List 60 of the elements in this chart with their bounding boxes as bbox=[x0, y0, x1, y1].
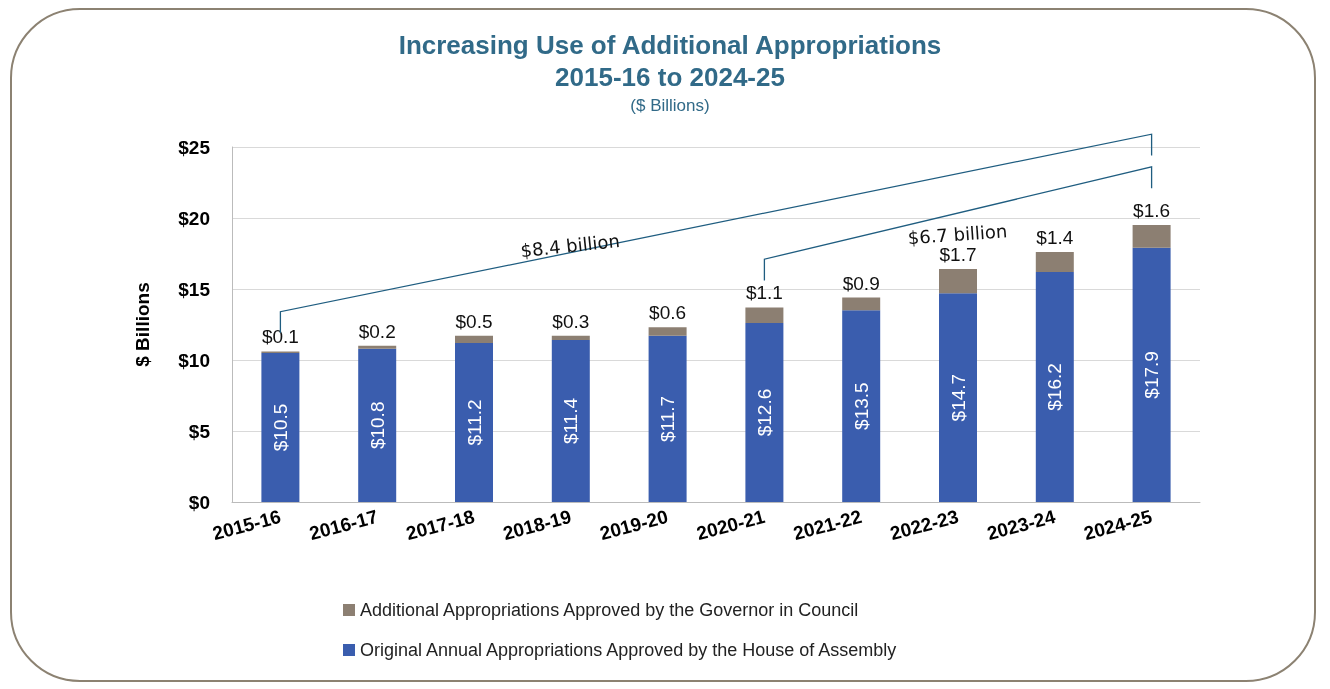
bar bbox=[1035, 271, 1074, 502]
bar bbox=[842, 310, 881, 502]
x-tick-label: 2024-25 bbox=[1081, 505, 1155, 545]
bar bbox=[1132, 225, 1171, 248]
y-tick-label: $20 bbox=[178, 207, 210, 229]
chart-subtitle: ($ Billions) bbox=[630, 96, 710, 115]
y-tick-label: $25 bbox=[178, 136, 211, 158]
data-label: $1.6 bbox=[1133, 200, 1171, 222]
x-tick-label: 2017-18 bbox=[403, 505, 477, 545]
y-axis-title: $ Billions bbox=[132, 282, 153, 367]
data-label: $12.6 bbox=[753, 388, 775, 437]
x-tick-label: 2015-16 bbox=[210, 505, 284, 545]
data-label: $11.4 bbox=[560, 397, 582, 445]
bar bbox=[1132, 247, 1171, 502]
legend-label: Additional Appropriations Approved by the Governor in Council bbox=[360, 600, 859, 620]
data-label: $1.4 bbox=[1036, 227, 1074, 249]
x-tick-label: 2019-20 bbox=[597, 505, 671, 545]
bar bbox=[455, 335, 493, 343]
x-tick-label: 2021-22 bbox=[791, 505, 864, 545]
x-tick-label: 2022-23 bbox=[887, 505, 961, 545]
bar bbox=[939, 269, 977, 294]
data-label: $13.5 bbox=[850, 382, 872, 430]
data-label: $1.1 bbox=[745, 282, 783, 304]
data-label: $11.2 bbox=[463, 399, 485, 446]
data-label: $0.9 bbox=[842, 272, 880, 294]
y-tick-label: $0 bbox=[188, 491, 210, 513]
data-label: $0.2 bbox=[358, 320, 396, 342]
data-label: $10.8 bbox=[366, 401, 388, 450]
y-tick-label: $10 bbox=[178, 349, 210, 371]
data-label: $0.1 bbox=[261, 326, 299, 348]
y-tick-label: $15 bbox=[178, 278, 211, 300]
data-label: $11.7 bbox=[657, 395, 679, 442]
bar bbox=[358, 345, 397, 349]
y-tick-label: $5 bbox=[188, 420, 211, 442]
data-label: $14.7 bbox=[947, 373, 969, 422]
data-label: $0.6 bbox=[649, 302, 687, 324]
bar bbox=[261, 352, 300, 502]
data-label: $10.5 bbox=[269, 403, 291, 452]
bar bbox=[745, 307, 784, 324]
bar bbox=[842, 297, 881, 311]
data-label: $0.3 bbox=[552, 310, 590, 332]
data-label: $16.2 bbox=[1044, 363, 1066, 411]
x-tick-label: 2016-17 bbox=[307, 505, 380, 545]
bar bbox=[358, 348, 397, 502]
bar bbox=[1035, 252, 1074, 272]
bar bbox=[648, 335, 687, 502]
bar bbox=[455, 342, 493, 502]
bar bbox=[551, 340, 590, 502]
annotation: $8.4 billion bbox=[519, 229, 621, 262]
bar bbox=[551, 335, 590, 341]
x-tick-label: 2018-19 bbox=[500, 505, 574, 545]
chart-title: Increasing Use of Additional Appropriations 2015-16 to 2024-25 bbox=[398, 30, 942, 92]
data-label: $17.9 bbox=[1141, 351, 1163, 399]
legend-label: Original Annual Appropriations Approved by the House of Assembly bbox=[360, 640, 897, 660]
data-label: $0.5 bbox=[455, 310, 493, 332]
x-tick-label: 2023-24 bbox=[984, 505, 1058, 545]
bar bbox=[939, 293, 977, 502]
x-tick-label: 2020-21 bbox=[694, 505, 768, 545]
bar bbox=[745, 323, 784, 502]
bar bbox=[648, 327, 687, 336]
